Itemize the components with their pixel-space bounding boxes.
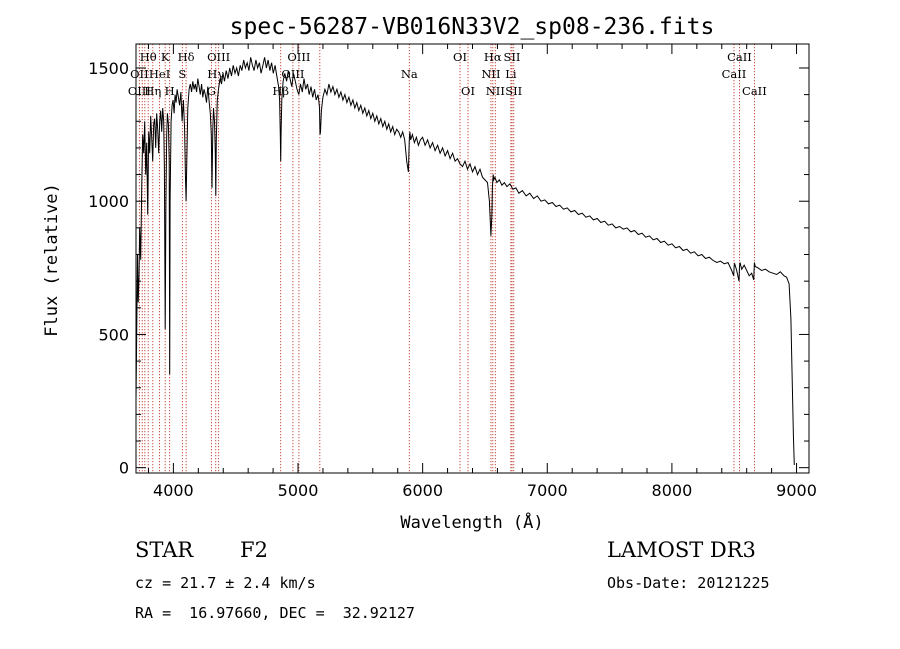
line-label-8542: CaII — [727, 50, 752, 64]
line-label-3889: HeI — [149, 67, 170, 81]
observation-date: Obs-Date: 20121225 — [607, 574, 770, 592]
x-axis-label: Wavelength (Å) — [400, 511, 543, 533]
spectral-subclass: F2 — [240, 538, 268, 562]
y-tick-label: 500 — [98, 325, 129, 344]
line-label-3727: OII — [130, 67, 149, 81]
line-label-4959: OIII — [281, 67, 304, 81]
plot-frame — [135, 43, 810, 474]
line-label-8662: CaII — [742, 84, 767, 98]
object-type: STAR — [135, 538, 194, 562]
line-label-5007: OIII — [287, 50, 310, 64]
line-label-4102: Hδ — [178, 50, 195, 64]
line-label-6717: SII — [504, 50, 521, 64]
line-label-5893: Na — [401, 67, 418, 81]
line-label-4072: S — [178, 67, 186, 81]
sky-coordinates: RA = 16.97660, DEC = 32.92127 — [135, 604, 415, 622]
spectrum-line — [135, 57, 795, 466]
y-axis-label: Flux (relative) — [42, 183, 62, 337]
line-label-4363: OIII — [207, 50, 230, 64]
line-label-6583: NII — [486, 84, 505, 98]
x-tick-label: 4000 — [153, 481, 194, 500]
survey-name: LAMOST DR3 — [607, 538, 756, 562]
line-label-6563: Hα — [484, 50, 502, 64]
x-tick-label: 5000 — [278, 481, 319, 500]
x-tick-label: 7000 — [527, 481, 568, 500]
redshift-velocity: cz = 21.7 ± 2.4 km/s — [135, 574, 316, 592]
line-label-3835: Hη — [144, 84, 161, 98]
line-label-4340: Hγ — [207, 67, 224, 81]
line-label-3798: Hθ — [140, 50, 157, 64]
y-tick-label: 1500 — [88, 59, 129, 78]
line-label-4861: Hβ — [272, 84, 289, 98]
line-label-6708: Li — [505, 67, 517, 81]
x-tick-label: 9000 — [776, 481, 817, 500]
line-label-3934: K — [161, 50, 170, 64]
line-label-6300: OI — [453, 50, 467, 64]
line-label-6364: OI — [461, 84, 475, 98]
line-label-6731: SII — [505, 84, 522, 98]
line-label-3727: OIII — [128, 84, 151, 98]
x-tick-label: 8000 — [652, 481, 693, 500]
y-tick-label: 0 — [119, 459, 129, 478]
line-label-3970: H — [165, 84, 175, 98]
spectral-line-markers — [138, 44, 755, 473]
y-tick-label: 1000 — [88, 192, 129, 211]
line-label-8498: CaII — [722, 67, 747, 81]
axis-ticks: 4000 5000 6000 7000 8000 9000 0 500 1000 1500 — [88, 44, 817, 500]
chart-title: spec-56287-VB016N33V2_sp08-236.fits — [230, 14, 715, 40]
line-label-6548: NII — [481, 67, 500, 81]
x-tick-label: 6000 — [402, 481, 443, 500]
line-label-4305: G — [207, 84, 216, 98]
